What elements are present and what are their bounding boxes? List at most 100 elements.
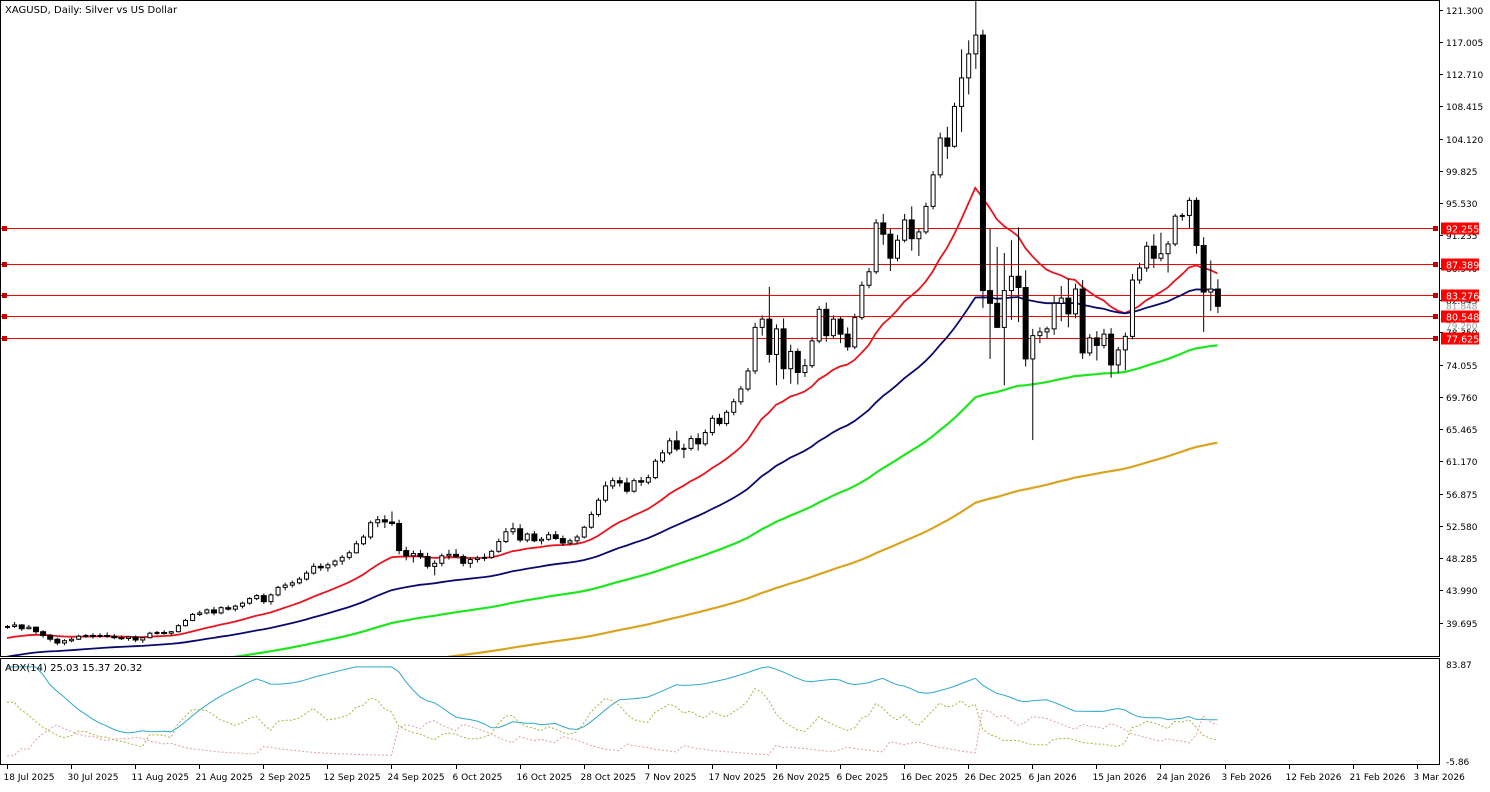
candle: [247, 597, 253, 605]
candle-body-up: [631, 480, 637, 492]
candle: [304, 570, 310, 581]
candle: [794, 348, 801, 385]
price-tick-label: 117.005: [1446, 39, 1483, 49]
candle: [446, 549, 452, 560]
candle-body-up: [361, 536, 366, 545]
candle-body-up: [681, 447, 687, 450]
candle-body-down: [388, 521, 395, 524]
candle-body-up: [595, 499, 601, 515]
candle: [552, 531, 559, 541]
candle: [69, 637, 75, 643]
candle-body-up: [247, 598, 253, 604]
indicator-axis-bottom: -5.86: [1446, 758, 1470, 768]
candle: [311, 563, 317, 575]
candle: [802, 358, 808, 377]
level-label-bg-4: [1441, 332, 1479, 345]
candle-body-up: [688, 438, 694, 449]
candle: [339, 555, 345, 565]
candle: [61, 639, 67, 646]
candle: [1208, 260, 1214, 311]
candle-body-up: [567, 540, 573, 544]
candle-body-up: [546, 534, 552, 540]
indicator-plot-frame: [0, 658, 1440, 765]
candle: [325, 562, 331, 572]
candle-body-down: [111, 635, 118, 639]
price-tick-label: 56.875: [1446, 491, 1478, 501]
candle: [759, 315, 765, 336]
candle-body-down: [837, 318, 844, 335]
candle: [517, 524, 524, 543]
candle: [1073, 283, 1078, 319]
candle: [559, 535, 566, 547]
time-tick-label: 16 Dec 2025: [901, 773, 959, 783]
candle: [40, 630, 47, 638]
candle: [531, 531, 538, 543]
candle: [603, 481, 609, 503]
candle: [210, 606, 217, 616]
candle-body-up: [432, 562, 438, 567]
candle: [1214, 279, 1221, 314]
candle: [937, 132, 943, 178]
candle: [368, 520, 374, 540]
level-price-labels: 92.255 87.389 83.276 80.548 77.625: [1441, 222, 1479, 346]
time-tick-label: 16 Oct 2025: [517, 773, 573, 783]
candle-body-down: [47, 634, 54, 640]
candle-body-up: [275, 586, 281, 596]
candle: [175, 624, 181, 633]
candle-body-up: [895, 239, 900, 259]
candle-body-up: [12, 624, 18, 627]
candle-body-down: [517, 528, 524, 541]
candle: [581, 525, 587, 539]
candle-body-up: [147, 632, 153, 639]
ma-20-line: [6, 186, 1218, 639]
candle-body-down: [18, 624, 25, 630]
candle-body-up: [503, 531, 509, 543]
candle: [973, 1, 979, 69]
candle: [147, 631, 153, 639]
candle: [652, 458, 658, 480]
candle-body-down: [132, 636, 139, 641]
candle: [716, 413, 723, 426]
candle-body-up: [346, 552, 352, 558]
candle-body-up: [951, 105, 957, 147]
candle: [1108, 328, 1115, 378]
candle-body-down: [1200, 244, 1207, 293]
candle: [979, 29, 986, 308]
candle: [951, 102, 957, 148]
candle-body-down: [944, 137, 951, 147]
candle: [104, 632, 111, 638]
price-tick-label: 65.465: [1446, 426, 1478, 436]
level-marker-left-1: [2, 262, 7, 267]
candle: [482, 553, 488, 562]
candle-body-up: [916, 231, 922, 240]
candle: [1030, 328, 1036, 441]
ma-100-line: [233, 344, 1218, 656]
candle-body-down: [979, 34, 986, 292]
candle: [766, 286, 773, 363]
time-tick-label: 3 Feb 2026: [1222, 773, 1273, 783]
candle: [453, 549, 460, 559]
candle-body-up: [588, 513, 594, 528]
candle-body-up: [1087, 337, 1093, 354]
level-marker-left-2: [2, 293, 7, 298]
candle: [346, 550, 352, 560]
candle: [97, 633, 103, 638]
candle-body-up: [738, 388, 744, 403]
candle-body-up: [923, 205, 929, 233]
candle-body-up: [76, 635, 82, 640]
price-hidden-label: 79.260: [1446, 322, 1478, 332]
candle-body-up: [539, 538, 544, 542]
candle-body-up: [852, 317, 858, 348]
candle-body-up: [652, 460, 658, 479]
candle-body-up: [731, 401, 737, 413]
candle: [695, 433, 702, 451]
candle-body-up: [482, 556, 488, 559]
candle-body-down: [844, 333, 851, 348]
candle: [1193, 197, 1200, 254]
candle-body-up: [175, 625, 181, 633]
candle: [895, 234, 900, 262]
candle-body-up: [1172, 215, 1178, 245]
candle-body-up: [1137, 267, 1143, 281]
candle-body-up: [581, 526, 587, 538]
candle: [1137, 262, 1143, 284]
